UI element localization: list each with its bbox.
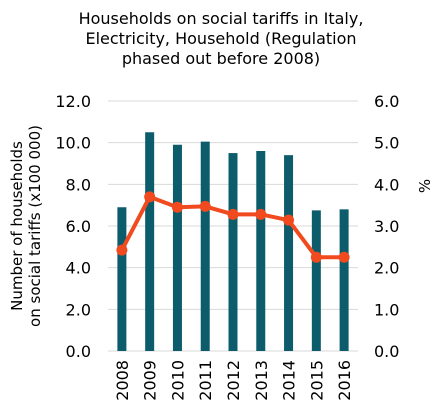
line-series [116,191,350,263]
left-tick-label: 8.0 [66,175,91,194]
bar-series [117,132,349,351]
bar-2012 [228,153,238,351]
x-axis-ticks: 2008 2009 2010 2011 2012 2013 2014 2015 2016 [113,360,354,401]
x-tick-label: 2013 [252,360,271,401]
x-tick-label: 2008 [113,360,132,401]
bar-2015 [311,210,321,351]
x-tick-label: 2012 [224,360,243,401]
right-tick-label: 5.0 [374,134,399,153]
left-axis-ticks: 0.0 2.0 4.0 6.0 8.0 10.0 12.0 [55,92,91,361]
bar-2008 [117,207,127,351]
line-point-2011 [199,200,211,212]
line-point-2008 [116,244,128,256]
left-tick-label: 2.0 [66,300,91,319]
x-tick-label: 2015 [307,360,326,401]
x-tick-label: 2016 [335,360,354,401]
chart-title: Households on social tariffs in Italy,El… [79,9,364,68]
line-point-2009 [144,191,156,203]
bar-2010 [172,144,182,351]
right-axis-title: % [416,179,434,193]
left-tick-label: 6.0 [66,217,91,236]
x-tick-label: 2009 [141,360,160,401]
right-tick-label: 2.0 [374,259,399,278]
left-tick-label: 10.0 [55,134,91,153]
line-point-2013 [255,208,267,220]
line-point-2014 [283,214,295,226]
chart-title-line-3: phased out before 2008) [122,49,320,68]
bar-2013 [256,151,266,351]
x-tick-label: 2014 [280,360,299,401]
right-tick-label: 1.0 [374,300,399,319]
line-point-2015 [310,251,322,263]
left-tick-label: 4.0 [66,259,91,278]
right-tick-label: 6.0 [374,92,399,111]
right-axis-ticks: 0.0 1.0 2.0 3.0 4.0 5.0 6.0 [374,92,399,361]
bar-2014 [284,155,294,351]
bar-2009 [145,132,155,351]
left-axis-title-line-1: Number of households [8,141,26,311]
x-tick-label: 2010 [168,360,187,401]
chart-title-line-2: Electricity, Household (Regulation [85,29,356,48]
right-tick-label: 4.0 [374,175,399,194]
left-tick-label: 0.0 [66,342,91,361]
bar-2016 [339,209,349,351]
line-point-2010 [171,201,183,213]
bar-2011 [200,141,210,351]
line-point-2016 [338,251,350,263]
left-axis-title-line-2: on social tariffs (x100 000) [26,125,44,327]
right-axis-title: % [416,179,434,193]
line-point-2012 [227,208,239,220]
left-tick-label: 12.0 [55,92,91,111]
x-tick-label: 2011 [196,360,215,401]
left-axis-title: Number of households on social tariffs (x… [8,125,44,327]
right-tick-label: 0.0 [374,342,399,361]
chart-title-line-1: Households on social tariffs in Italy, [79,9,364,28]
right-tick-label: 3.0 [374,217,399,236]
